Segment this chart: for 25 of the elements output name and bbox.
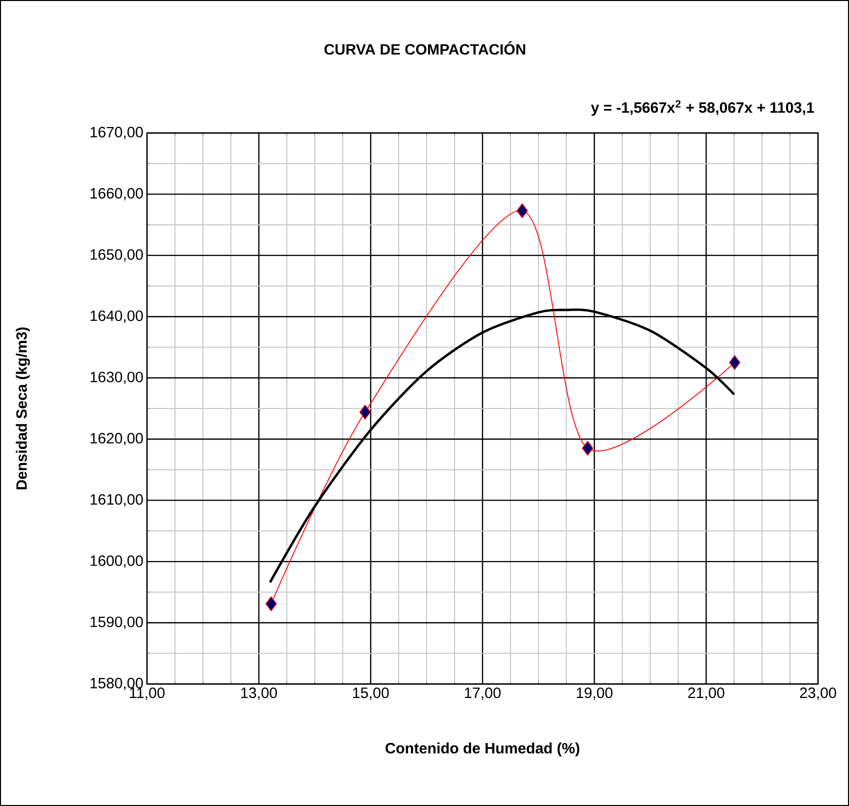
point (729, 355, 740, 370)
y-tick-label: 1670,00 (90, 126, 143, 140)
y-axis-title: Densidad Seca (kg/m3) (16, 327, 30, 490)
x-tick-label: 17,00 (464, 688, 501, 700)
point (516, 203, 528, 218)
y-tick-label: 1640,00 (90, 310, 143, 323)
y-tick-label: 1620,00 (90, 432, 143, 446)
x-tick-label: 21,00 (688, 688, 724, 700)
line-series (268, 308, 736, 584)
point (359, 404, 371, 420)
chart-title: CURVA DE COMPACTACIÓN (324, 41, 526, 55)
point (582, 440, 594, 456)
y-tick-label: 1630,00 (90, 372, 143, 384)
point (265, 596, 277, 612)
x-tick-label: 13,00 (241, 688, 277, 700)
y-tick-label: 1650,00 (90, 249, 143, 262)
x-tick-label: 15,00 (353, 688, 389, 700)
y-tick-label: 1600,00 (90, 555, 143, 568)
x-tick-label: 23,00 (800, 688, 836, 700)
y-tick-label: 1590,00 (90, 616, 143, 629)
y-tick-label: 1660,00 (90, 188, 143, 200)
x-tick-label: 19,00 (576, 688, 612, 700)
text: y = -1,5667x$^{2}$ + 58,067x + 1103,1 (590, 100, 814, 116)
x-axis-title: Contenido de Humedad (%) (386, 742, 580, 756)
y-tick-label: 1610,00 (90, 494, 143, 506)
